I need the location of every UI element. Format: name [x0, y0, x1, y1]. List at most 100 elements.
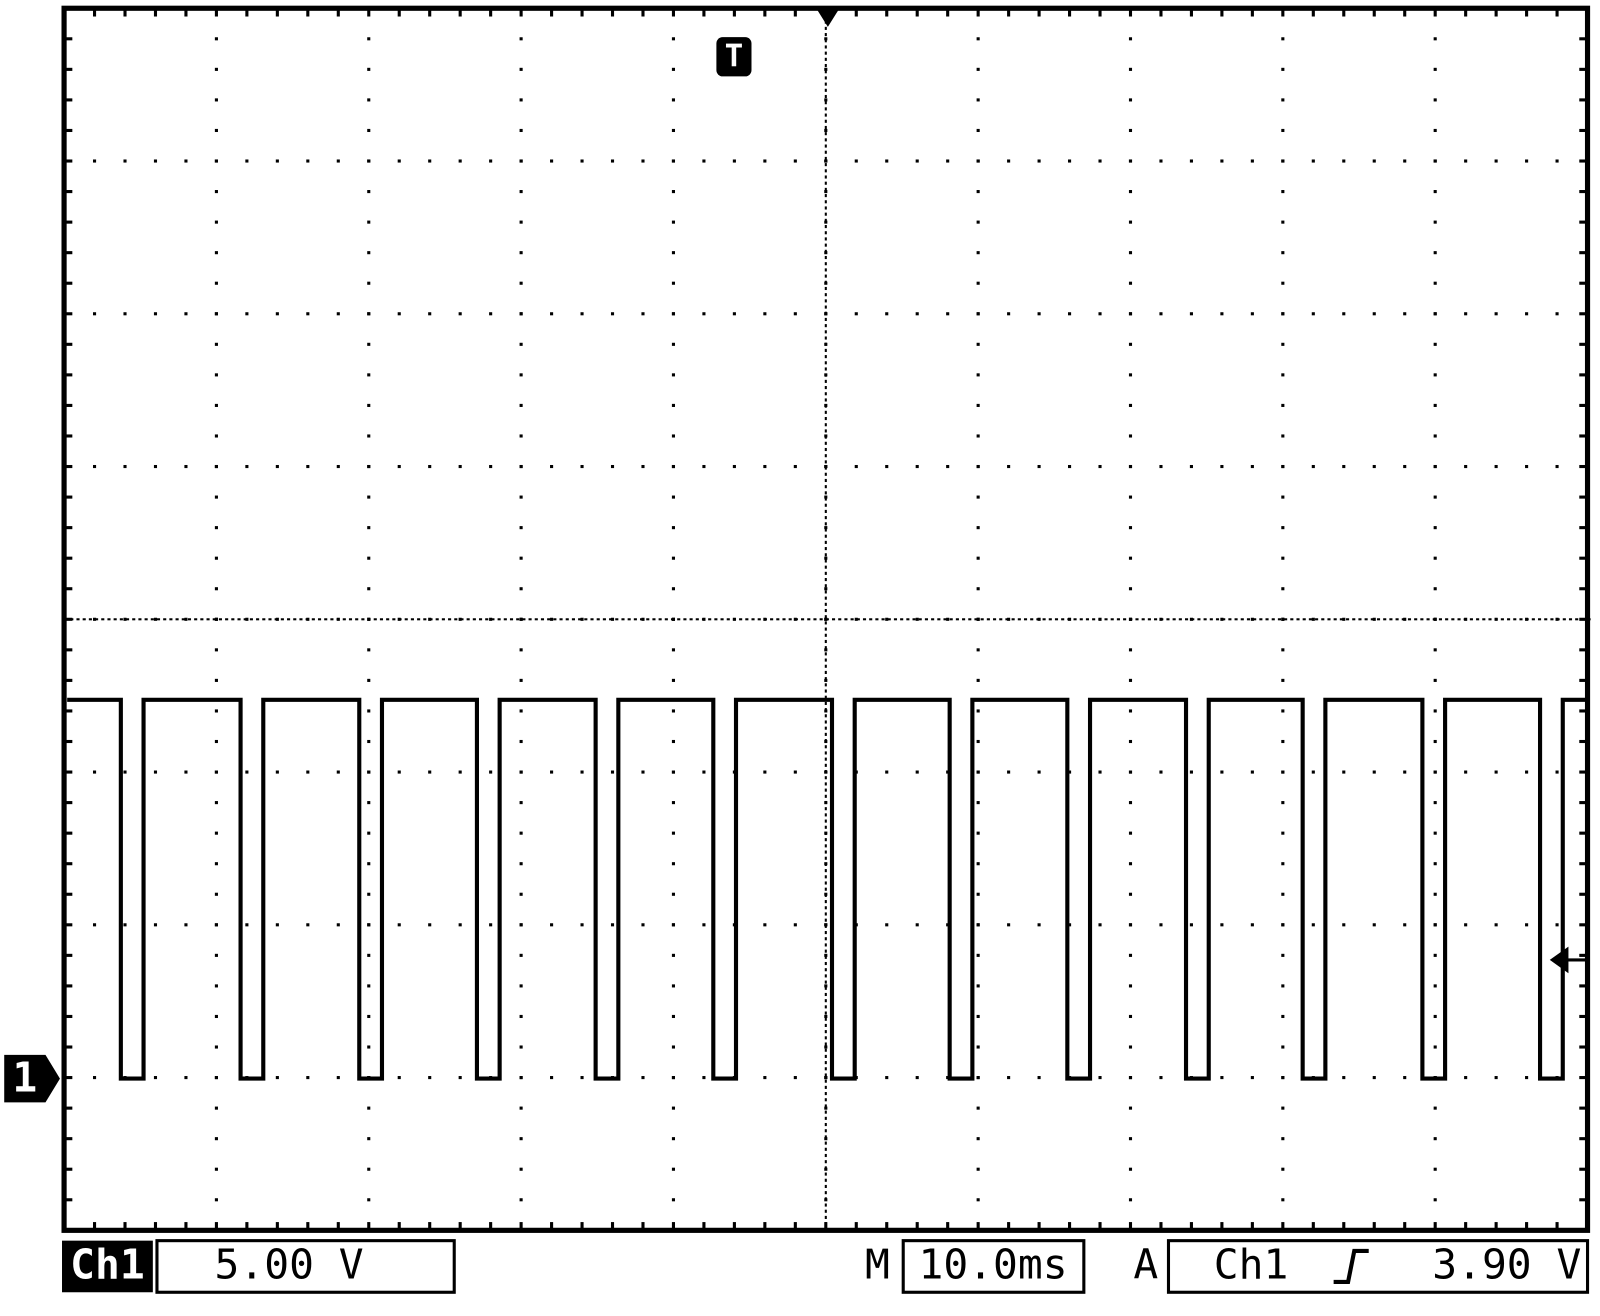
graticule-dot: [1414, 618, 1418, 621]
graticule-dot: [1426, 618, 1430, 621]
graticule-dot: [915, 1076, 919, 1080]
graticule-dot: [1128, 587, 1133, 591]
graticule-dot: [245, 464, 249, 469]
graticule-dot: [1250, 770, 1254, 774]
graticule-dot: [132, 618, 136, 621]
graticule-dot: [824, 670, 827, 674]
graticule-dot: [824, 1023, 827, 1027]
graticule-dot: [918, 618, 922, 621]
graticule-dot: [824, 1178, 827, 1182]
graticule-dot: [1433, 190, 1437, 194]
graticule-dot: [976, 373, 980, 377]
graticule-dot: [64, 953, 73, 957]
graticule-dot: [123, 923, 127, 927]
graticule-dot: [1403, 159, 1407, 163]
trigger-box: [1166, 1239, 1590, 1294]
graticule-dot: [1555, 923, 1559, 927]
graticule-dot: [824, 454, 827, 458]
graticule-dot: [397, 159, 401, 163]
graticule-dot: [824, 782, 827, 786]
graticule-dot: [1228, 618, 1232, 621]
graticule-dot: [367, 342, 371, 346]
graticule-dot: [824, 869, 827, 873]
graticule-dot: [367, 67, 371, 71]
graticule-dot: [885, 1222, 889, 1231]
graticule-dot: [602, 618, 606, 621]
graticule-dot: [367, 159, 371, 163]
graticule-dot: [386, 618, 390, 621]
graticule-dot: [1160, 618, 1164, 621]
graticule-dot: [1579, 831, 1588, 835]
graticule-dot: [824, 98, 828, 102]
graticule-dot: [1383, 618, 1387, 621]
graticule-dot: [976, 801, 980, 805]
graticule-dot: [367, 801, 371, 805]
graticule-dot: [367, 1167, 371, 1171]
graticule-dot: [763, 923, 767, 927]
graticule-dot: [824, 949, 827, 953]
graticule-dot: [946, 464, 950, 469]
graticule-dot: [214, 190, 218, 194]
graticule-dot: [671, 464, 676, 469]
graticule-dot: [1068, 312, 1072, 316]
graticule-dot: [1281, 312, 1285, 316]
timebase-box: [901, 1239, 1086, 1294]
graticule-dot: [367, 434, 371, 438]
graticule-dot: [824, 1141, 827, 1145]
graticule-dot: [824, 850, 827, 854]
graticule-dot: [824, 763, 827, 767]
graticule-dot: [671, 1167, 676, 1171]
graticule-dot: [1189, 770, 1193, 774]
graticule-dot: [976, 403, 980, 407]
graticule-dot: [1531, 618, 1535, 621]
graticule-dot: [1525, 159, 1529, 163]
graticule-dot: [519, 281, 523, 285]
graticule-dot: [824, 159, 828, 163]
graticule-dot: [184, 464, 188, 469]
graticule-dot: [1220, 8, 1224, 17]
graticule-dot: [355, 618, 359, 621]
graticule-dot: [671, 1222, 676, 1231]
graticule-dot: [82, 618, 86, 621]
graticule-dot: [671, 953, 676, 957]
graticule-dot: [64, 739, 73, 744]
graticule-dot: [824, 1048, 827, 1052]
graticule-dot: [1007, 617, 1011, 621]
graticule-dot: [214, 953, 218, 957]
graticule-dot: [1555, 464, 1559, 469]
graticule-dot: [1128, 190, 1133, 194]
graticule-dot: [732, 159, 736, 163]
graticule-dot: [824, 495, 828, 499]
graticule-dot: [824, 169, 827, 173]
graticule-dot: [214, 403, 218, 407]
graticule-dot: [1494, 312, 1498, 316]
graticule-dot: [245, 1222, 249, 1231]
graticule-dot: [1464, 8, 1468, 17]
graticule-dot: [64, 464, 73, 469]
graticule-dot: [824, 658, 827, 662]
graticule-dot: [519, 220, 523, 224]
graticule-dot: [1555, 312, 1559, 316]
graticule-dot: [1135, 618, 1139, 621]
graticule-dot: [214, 617, 218, 621]
graticule-dot: [824, 67, 828, 71]
graticule-dot: [489, 1222, 493, 1231]
graticule-dot: [824, 497, 827, 501]
graticule-dot: [1281, 1106, 1285, 1110]
graticule-dot: [214, 678, 218, 682]
graticule-dot: [1358, 618, 1362, 621]
graticule-dot: [367, 1014, 371, 1019]
graticule-dot: [824, 968, 827, 972]
graticule-dot: [1037, 923, 1041, 927]
graticule-dot: [1128, 8, 1133, 17]
graticule-dot: [1433, 953, 1437, 957]
graticule-dot: [824, 1191, 827, 1195]
graticule-dot: [458, 1076, 462, 1080]
graticule-dot: [1579, 526, 1588, 530]
graticule-dot: [214, 739, 218, 744]
graticule-dot: [64, 1106, 73, 1110]
graticule-dot: [92, 770, 97, 774]
graticule-dot: [824, 255, 827, 260]
graticule-dot: [336, 159, 340, 163]
graticule-dot: [367, 923, 371, 927]
